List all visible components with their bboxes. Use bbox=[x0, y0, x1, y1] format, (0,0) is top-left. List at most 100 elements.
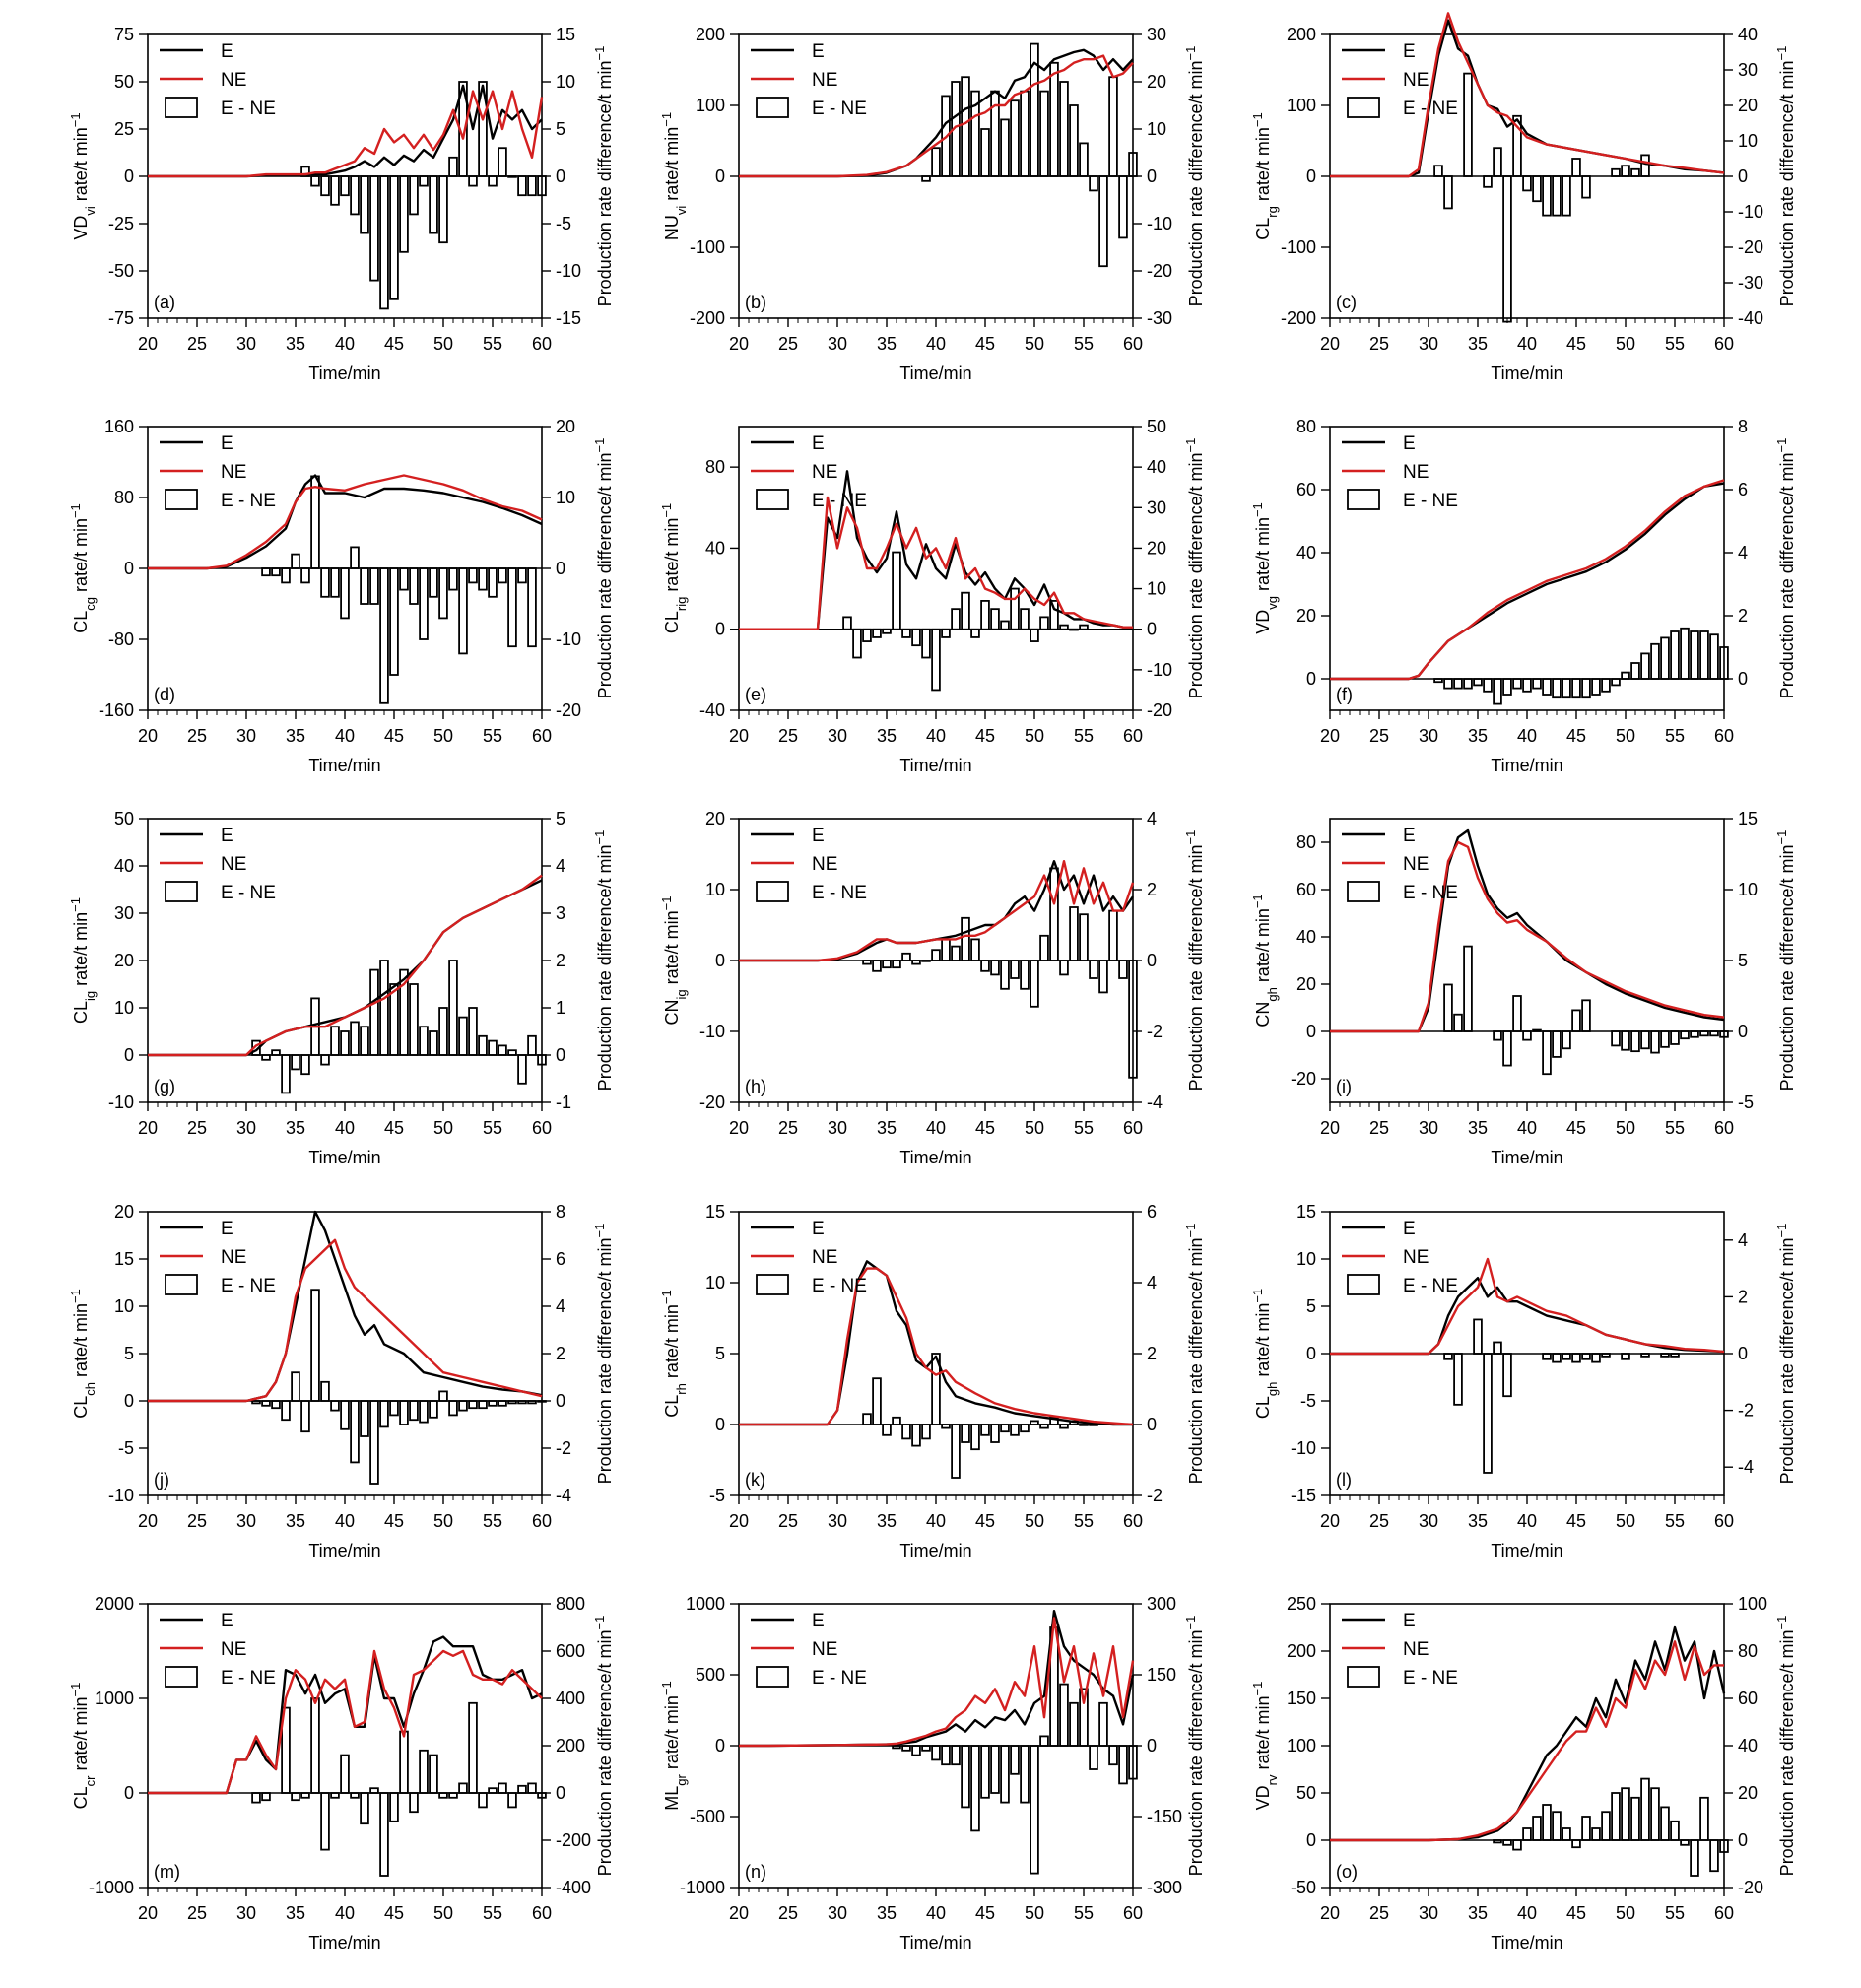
chart-panel: 20 25 30 35 40 45 50 55 60 -50 0 50 100 150 200 250 -20 0… bbox=[1250, 1594, 1798, 1953]
difference-bar bbox=[389, 983, 399, 1056]
difference-bar bbox=[300, 1054, 310, 1076]
y-axis-label: CLrh rate/t min−1 bbox=[659, 1290, 689, 1417]
difference-bar bbox=[1552, 1030, 1562, 1058]
difference-bar bbox=[330, 567, 340, 598]
difference-bar bbox=[507, 1049, 517, 1056]
y-tick-label: -100 bbox=[690, 237, 725, 257]
y2-tick-label: -15 bbox=[556, 308, 581, 328]
difference-bar bbox=[360, 1400, 369, 1437]
y2-tick-label: 15 bbox=[1738, 809, 1758, 828]
difference-bar bbox=[1010, 1745, 1020, 1775]
difference-bar bbox=[1591, 1827, 1601, 1841]
y2-tick-label: 4 bbox=[1738, 1230, 1748, 1250]
difference-bar bbox=[921, 1745, 931, 1752]
difference-bar bbox=[1640, 1353, 1650, 1358]
y2-tick-label: 2 bbox=[1738, 1287, 1748, 1306]
difference-bar bbox=[320, 175, 330, 197]
x-tick-label: 40 bbox=[1517, 1118, 1537, 1138]
difference-bar bbox=[369, 175, 379, 282]
y-axis-label: CLrg rate/t min−1 bbox=[1250, 112, 1280, 239]
x-tick-label: 60 bbox=[1123, 726, 1143, 746]
difference-bar bbox=[1512, 678, 1522, 690]
difference-bar bbox=[429, 567, 438, 598]
difference-bar bbox=[1473, 1318, 1483, 1355]
series-line-ne bbox=[148, 90, 544, 178]
legend: E NE E - NE bbox=[751, 1219, 867, 1296]
difference-bar bbox=[1611, 1792, 1621, 1841]
y-tick-label: 0 bbox=[715, 166, 725, 186]
y2-tick-label: 5 bbox=[1738, 951, 1748, 970]
series-line-e bbox=[1330, 1625, 1726, 1842]
y-tick-label: 60 bbox=[1296, 480, 1316, 499]
difference-bar bbox=[1571, 1839, 1581, 1849]
difference-bar bbox=[399, 968, 409, 1056]
x-tick-label: 50 bbox=[1616, 1903, 1635, 1923]
y2-tick-label: -2 bbox=[1147, 1022, 1163, 1041]
x-tick-label: 35 bbox=[877, 1903, 897, 1923]
difference-bar bbox=[340, 1030, 350, 1056]
y2-tick-label: 0 bbox=[556, 1783, 565, 1803]
panel-label: (g) bbox=[154, 1077, 175, 1096]
legend-label-e: E bbox=[812, 433, 825, 454]
y2-axis-label: Production rate difference/t min−1 bbox=[592, 830, 616, 1092]
x-tick-label: 35 bbox=[1468, 1903, 1488, 1923]
legend-swatch-diff bbox=[165, 1274, 198, 1295]
legend-label-ne: NE bbox=[812, 1247, 837, 1268]
y2-tick-label: 5 bbox=[556, 119, 565, 139]
difference-bar bbox=[911, 628, 921, 647]
difference-bar bbox=[1128, 960, 1138, 1079]
difference-bar bbox=[320, 1054, 330, 1066]
difference-bar bbox=[1591, 1353, 1601, 1363]
legend-label-e: E bbox=[1403, 41, 1416, 62]
series-line-e bbox=[1330, 19, 1725, 178]
y-tick-label: -100 bbox=[1281, 237, 1316, 257]
y2-tick-label: -2 bbox=[1738, 1401, 1754, 1421]
legend-swatch-diff bbox=[756, 1274, 789, 1295]
difference-bar bbox=[1030, 1420, 1039, 1425]
panels-group: 20 25 30 35 40 45 50 55 60-75-50-250255075-15-10… bbox=[68, 12, 1798, 1953]
x-tick-label: 55 bbox=[1665, 334, 1685, 354]
difference-bar bbox=[478, 81, 488, 177]
difference-bar bbox=[517, 1400, 527, 1405]
difference-bar bbox=[1089, 1745, 1098, 1770]
y-tick-label: 10 bbox=[114, 1296, 134, 1316]
x-tick-label: 35 bbox=[286, 1903, 305, 1923]
x-tick-label: 45 bbox=[1566, 1118, 1586, 1138]
y2-tick-label: 10 bbox=[1738, 880, 1758, 899]
legend-swatch-diff bbox=[756, 97, 789, 118]
difference-bar bbox=[291, 1371, 300, 1402]
x-tick-label: 20 bbox=[1320, 334, 1340, 354]
legend: E NE E - NE bbox=[1342, 1219, 1458, 1296]
difference-bar bbox=[1010, 1424, 1020, 1436]
difference-bar bbox=[961, 1424, 970, 1443]
difference-bar bbox=[1108, 1745, 1118, 1766]
x-tick-label: 25 bbox=[778, 726, 798, 746]
difference-bar bbox=[1630, 167, 1640, 177]
difference-bar bbox=[882, 628, 892, 634]
difference-bar bbox=[527, 1034, 537, 1056]
x-tick-label: 35 bbox=[1468, 1511, 1488, 1531]
difference-bar bbox=[941, 628, 951, 638]
difference-bar bbox=[409, 175, 419, 216]
difference-bar bbox=[251, 1400, 261, 1405]
difference-bar bbox=[951, 608, 961, 630]
difference-bar bbox=[1581, 1816, 1591, 1841]
x-tick-label: 55 bbox=[1074, 1511, 1094, 1531]
legend-swatch-diff bbox=[756, 1666, 789, 1688]
difference-bar bbox=[261, 1792, 271, 1802]
legend-label-e: E bbox=[1403, 433, 1416, 454]
difference-bar bbox=[1039, 616, 1049, 630]
x-tick-label: 20 bbox=[729, 1511, 749, 1531]
y2-tick-label: -10 bbox=[556, 261, 581, 281]
y-tick-label: 40 bbox=[114, 856, 134, 876]
x-axis-label: Time/min bbox=[1491, 1541, 1562, 1560]
y-tick-label: 10 bbox=[705, 880, 725, 899]
panel-label: (k) bbox=[745, 1470, 765, 1490]
x-tick-label: 35 bbox=[1468, 1118, 1488, 1138]
y2-tick-label: 0 bbox=[556, 1391, 565, 1411]
legend-label-e: E bbox=[1403, 1611, 1416, 1631]
panel-label: (o) bbox=[1336, 1862, 1358, 1882]
difference-bar bbox=[1611, 1030, 1621, 1047]
difference-bar bbox=[1020, 1424, 1030, 1433]
y2-tick-label: 4 bbox=[1147, 809, 1157, 828]
